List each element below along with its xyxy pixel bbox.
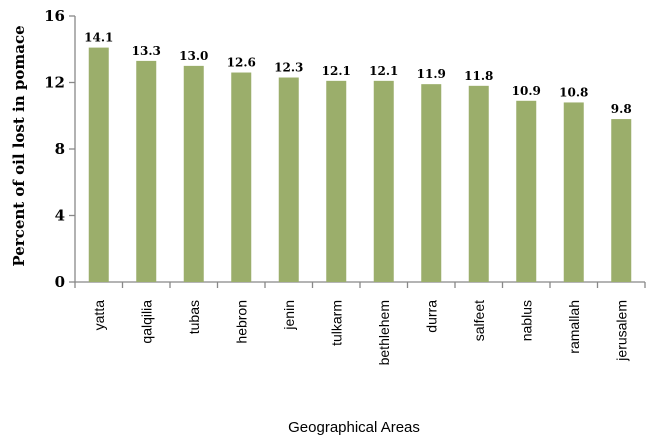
bar-jenin — [278, 77, 299, 282]
bar-nablus — [516, 100, 537, 282]
x-tick-label: durra — [423, 300, 439, 333]
y-tick-label: 4 — [55, 207, 65, 225]
bar-salfeet — [468, 85, 489, 282]
x-tick-label: hebron — [233, 300, 249, 344]
bars — [88, 47, 632, 283]
y-axis-label: Percent of oil lost in pomace — [10, 25, 28, 266]
value-label: 12.1 — [322, 64, 351, 78]
x-tick-label: qalqilia — [138, 300, 154, 344]
bar-qalqilia — [136, 60, 157, 283]
x-tick-label: yatta — [91, 300, 107, 331]
bar-ramallah — [563, 102, 584, 282]
value-label: 11.8 — [464, 69, 493, 83]
bar-bethlehem — [373, 80, 394, 283]
y-tick-label: 16 — [44, 7, 65, 25]
value-label: 13.3 — [132, 44, 161, 58]
value-label: 10.8 — [559, 85, 588, 99]
value-label: 9.8 — [611, 102, 632, 116]
bar-yatta — [88, 47, 109, 283]
x-tick-label: tulkarm — [328, 300, 344, 346]
value-label: 10.9 — [512, 84, 541, 98]
x-tick-label: salfeet — [471, 300, 487, 341]
value-label: 12.1 — [369, 64, 398, 78]
value-label: 13.0 — [179, 49, 208, 63]
x-tick-label: bethlehem — [376, 300, 392, 365]
y-tick-label: 12 — [44, 74, 65, 92]
bar-hebron — [231, 72, 252, 283]
value-label: 12.3 — [274, 61, 303, 75]
y-tick-label: 0 — [55, 273, 65, 291]
y-axis-ticks: 0 4 8 12 16 — [44, 7, 75, 291]
y-tick-label: 8 — [55, 140, 65, 158]
x-tick-label: jerusalem — [613, 300, 629, 362]
bar-jerusalem — [611, 119, 632, 282]
x-tick-label: ramallah — [566, 300, 582, 354]
value-label: 11.9 — [417, 67, 446, 81]
bar-tulkarm — [326, 80, 347, 283]
x-tick-label: nablus — [518, 300, 534, 341]
value-labels: 14.1 13.3 13.0 12.6 12.3 12.1 12.1 11.9 11.8 10.9… — [84, 31, 632, 116]
x-axis-label: Geographical Areas — [288, 419, 420, 436]
value-label: 12.6 — [227, 56, 256, 70]
x-axis-ticks: yatta qalqilia tubas hebron jenin tulkarm beth… — [74, 282, 646, 365]
bar-tubas — [183, 65, 204, 282]
value-label: 14.1 — [84, 31, 113, 45]
bar-durra — [421, 84, 442, 282]
x-tick-label: tubas — [186, 300, 202, 334]
x-tick-label: jenin — [281, 300, 297, 331]
